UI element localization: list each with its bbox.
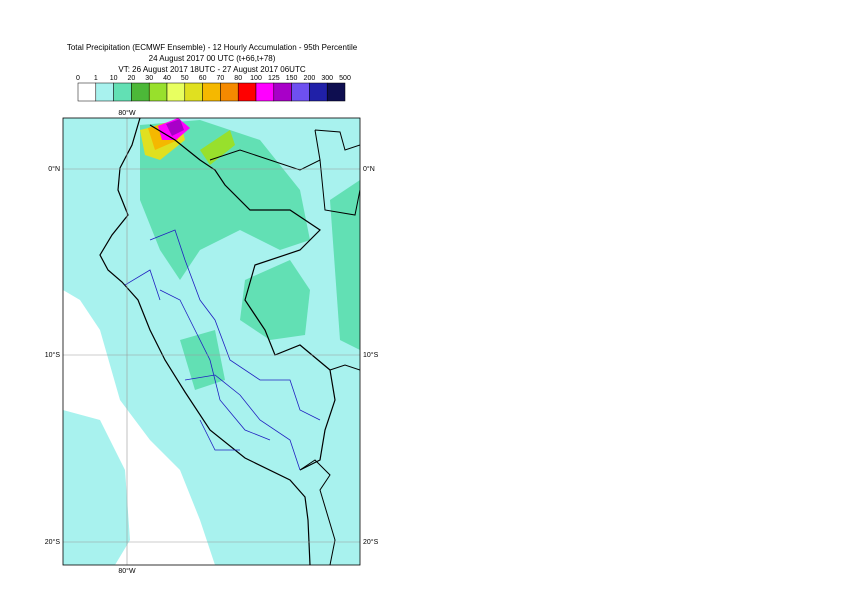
- colorbar-label: 125: [268, 75, 280, 82]
- lat-label: 10°S: [363, 351, 379, 359]
- region-border: [124, 229, 321, 471]
- colorbar: 0 1 10 20 30 40 50 60 70 80 100 125 150 200 300 500: [76, 75, 351, 102]
- lat-label: 10°S: [45, 351, 61, 359]
- lat-label: 20°S: [45, 538, 61, 546]
- precip-moderate: [140, 120, 310, 280]
- lat-label: 0°N: [48, 165, 60, 173]
- title-block: Total Precipitation (ECMWF Ensemble) - 1…: [67, 43, 358, 74]
- country-border: [314, 129, 360, 161]
- colorbar-swatch: [237, 82, 257, 102]
- colorbar-label: 50: [181, 75, 189, 82]
- title-line: Total Precipitation (ECMWF Ensemble) - 1…: [67, 43, 358, 52]
- map-frame: [62, 117, 361, 566]
- colorbar-swatch: [95, 82, 114, 102]
- colorbar-label: 300: [321, 75, 333, 82]
- title-line: 24 August 2017 00 UTC (t+66,t+78): [149, 54, 276, 63]
- colorbar-swatch: [309, 82, 328, 102]
- lon-label: 80°W: [118, 567, 136, 575]
- colorbar-label: 500: [339, 75, 351, 82]
- graticule-labels: 0°N 0°N 10°S 10°S 20°S 20°S 80°W 80°W: [45, 109, 379, 575]
- precip-moderate: [330, 180, 360, 350]
- precip-light: [63, 410, 130, 565]
- coastline: [99, 118, 311, 565]
- country-border: [149, 124, 336, 471]
- colorbar-label: 70: [217, 75, 225, 82]
- colorbar-label: 80: [234, 75, 242, 82]
- lon-label: 80°W: [118, 109, 136, 117]
- colorbar-label: 0: [76, 75, 80, 82]
- colorbar-swatch: [273, 82, 292, 102]
- colorbar-swatch: [184, 82, 203, 102]
- colorbar-swatch: [255, 82, 275, 102]
- colorbar-swatch: [77, 82, 97, 102]
- colorbar-label: 1: [94, 75, 98, 82]
- lat-label: 20°S: [363, 538, 379, 546]
- precip-heavy: [200, 130, 235, 165]
- colorbar-swatch: [148, 82, 168, 102]
- colorbar-swatch: [113, 82, 132, 102]
- country-border: [299, 459, 336, 565]
- colorbar-swatch: [326, 82, 346, 102]
- colorbar-label: 150: [286, 75, 298, 82]
- colorbar-swatch: [166, 82, 186, 102]
- country-border: [329, 364, 360, 371]
- title-line: VT: 26 August 2017 18UTC - 27 August 201…: [118, 65, 305, 74]
- colorbar-label: 60: [199, 75, 207, 82]
- colorbar-label: 40: [163, 75, 171, 82]
- lat-label: 0°N: [363, 165, 375, 173]
- map-panel: [62, 117, 361, 566]
- colorbar-label: 10: [110, 75, 118, 82]
- colorbar-swatch: [202, 82, 221, 102]
- colorbar-label: 200: [304, 75, 316, 82]
- precip-light: [63, 118, 120, 260]
- colorbar-swatch: [131, 82, 150, 102]
- precip-extreme: [166, 119, 184, 136]
- colorbar-swatch: [291, 82, 310, 102]
- colorbar-label: 20: [128, 75, 136, 82]
- colorbar-label: 100: [250, 75, 262, 82]
- colorbar-label: 30: [145, 75, 153, 82]
- colorbar-swatch: [220, 82, 239, 102]
- precip-moderate: [240, 260, 310, 340]
